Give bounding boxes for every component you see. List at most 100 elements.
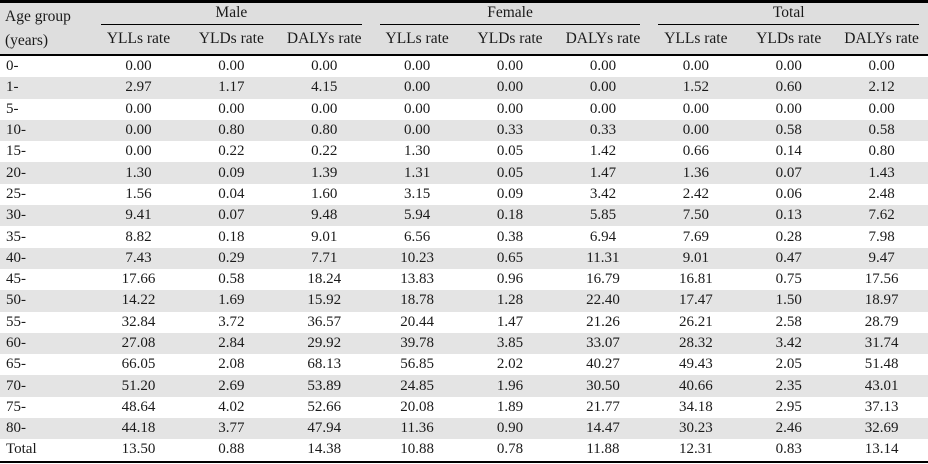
value-cell: 1.52	[682, 79, 709, 96]
value-cell: 48.64	[121, 398, 156, 415]
value-cell: 66.05	[121, 356, 156, 373]
value-cell: 9.01	[311, 228, 338, 245]
value-cell: 1.56	[125, 185, 152, 202]
value-cell: 1.36	[682, 164, 709, 181]
table-row: 75- 48.64 4.02 52.66 20.08 1.89 21.77 34.18 2.95…	[0, 397, 928, 418]
table-row: 0- 0.00 0.00 0.00 0.00 0.00 0.00 0.00 0.00 0.00	[0, 55, 928, 77]
value-cell: 1.31	[404, 164, 431, 181]
value-cell: 0.00	[125, 58, 152, 75]
table-row: 55- 32.84 3.72 36.57 20.44 1.47 21.26 26.21 2.58…	[0, 312, 928, 333]
value-cell: 2.02	[496, 356, 524, 373]
value-cell: 0.83	[775, 441, 802, 458]
value-cell: 7.69	[682, 228, 709, 245]
table-row: 20- 1.30 0.09 1.39 1.31 0.05 1.47 1.36 0.07 1.43	[0, 162, 928, 184]
col-header-total-ylds: YLDs rate	[756, 29, 822, 47]
value-cell: 0.58	[868, 122, 895, 139]
value-cell: 28.32	[678, 335, 713, 351]
group-header-total: Total	[649, 2, 928, 25]
age-cell: 40-	[6, 249, 26, 266]
value-cell: 2.46	[775, 420, 802, 437]
value-cell: 8.82	[125, 228, 152, 245]
value-cell: 51.20	[121, 377, 156, 394]
value-cell: 3.42	[589, 185, 617, 202]
value-cell: 0.04	[218, 185, 245, 202]
value-cell: 14.47	[586, 420, 620, 437]
value-cell: 28.79	[864, 313, 899, 330]
value-cell: 0.00	[775, 100, 802, 117]
value-cell: 31.74	[864, 335, 899, 351]
value-cell: 40.27	[586, 356, 620, 373]
value-cell: 37.13	[864, 398, 899, 415]
value-cell: 40.66	[678, 377, 713, 394]
value-cell: 1.50	[775, 292, 802, 309]
value-cell: 2.12	[868, 79, 895, 96]
age-cell: 15-	[6, 143, 26, 160]
value-cell: 0.29	[218, 249, 245, 266]
col-header-male-dalys: DALYs rate	[286, 29, 362, 47]
value-cell: 0.00	[404, 58, 431, 75]
col-header-female-dalys: DALYs rate	[565, 29, 641, 47]
value-cell: 0.58	[218, 271, 245, 288]
value-cell: 14.38	[307, 441, 342, 458]
table-row: 15- 0.00 0.22 0.22 1.30 0.05 1.42 0.66 0.14 0.80	[0, 141, 928, 162]
value-cell: 9.01	[682, 249, 709, 266]
col-header-female-ylls: YLLs rate	[385, 29, 449, 47]
value-cell: 14.22	[121, 292, 156, 309]
value-cell: 7.71	[311, 249, 338, 266]
value-cell: 0.09	[218, 164, 245, 181]
value-cell: 0.80	[218, 122, 245, 139]
value-cell: 0.96	[496, 271, 524, 288]
value-cell: 1.39	[311, 164, 338, 181]
value-cell: 17.66	[121, 271, 156, 288]
table-row: 1- 2.97 1.17 4.15 0.00 0.00 0.00 1.52 0.60 2.12	[0, 77, 928, 99]
value-cell: 2.95	[775, 398, 802, 415]
group-header-male: Male	[92, 2, 371, 25]
value-cell: 34.18	[678, 398, 713, 415]
value-cell: 7.43	[125, 249, 152, 266]
age-group-header-line2: (years)	[5, 32, 49, 49]
value-cell: 0.18	[218, 228, 245, 245]
value-cell: 1.47	[589, 164, 617, 181]
value-cell: 0.78	[496, 441, 524, 458]
value-cell: 1.17	[218, 79, 245, 96]
age-cell: Total	[6, 441, 37, 458]
value-cell: 0.47	[775, 249, 802, 266]
col-header-total-dalys: DALYs rate	[844, 29, 919, 47]
value-cell: 32.69	[864, 420, 899, 437]
value-cell: 0.00	[404, 122, 431, 139]
group-header-male-label: Male	[101, 3, 362, 25]
age-cell: 65-	[6, 356, 26, 373]
value-cell: 13.50	[121, 441, 156, 458]
value-cell: 18.78	[400, 292, 435, 309]
value-cell: 18.97	[864, 292, 899, 309]
age-cell: 0-	[6, 58, 19, 75]
age-group-header: Age group (years)	[0, 2, 92, 56]
value-cell: 68.13	[307, 356, 342, 373]
value-cell: 0.60	[775, 79, 802, 96]
value-cell: 2.58	[775, 313, 802, 330]
value-cell: 47.94	[307, 420, 342, 437]
value-cell: 7.62	[868, 207, 895, 224]
age-cell: 25-	[6, 185, 26, 202]
value-cell: 0.05	[496, 143, 524, 160]
value-cell: 0.00	[311, 100, 338, 117]
value-cell: 0.00	[682, 122, 709, 139]
value-cell: 43.01	[864, 377, 899, 394]
value-cell: 0.66	[682, 143, 709, 160]
value-cell: 1.30	[404, 143, 431, 160]
table-row: 35- 8.82 0.18 9.01 6.56 0.38 6.94 7.69 0.28 7.98	[0, 226, 928, 247]
table-body: 0- 0.00 0.00 0.00 0.00 0.00 0.00 0.00 0.00 0.00 1-…	[0, 55, 928, 462]
value-cell: 33.07	[586, 335, 620, 351]
value-cell: 16.79	[586, 271, 620, 288]
age-cell: 55-	[6, 313, 26, 330]
table-row: 5- 0.00 0.00 0.00 0.00 0.00 0.00 0.00 0.00 0.00	[0, 99, 928, 120]
value-cell: 0.00	[404, 79, 431, 96]
table-row: 25- 1.56 0.04 1.60 3.15 0.09 3.42 2.42 0.06 2.48	[0, 184, 928, 205]
value-cell: 39.78	[400, 335, 435, 351]
value-cell: 2.84	[218, 335, 245, 351]
value-cell: 1.43	[868, 164, 895, 181]
value-cell: 0.00	[868, 58, 895, 75]
value-cell: 0.00	[682, 100, 709, 117]
